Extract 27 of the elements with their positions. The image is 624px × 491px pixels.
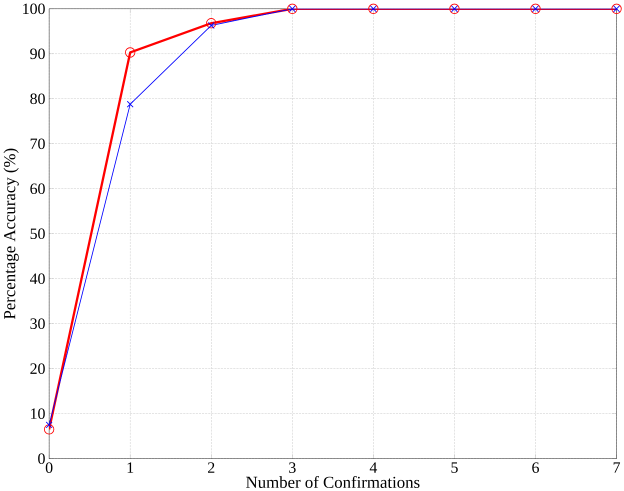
point — [208, 22, 215, 29]
x-axis-title: Number of Confirmations — [246, 476, 420, 488]
y-tick-label: 40 — [30, 273, 45, 284]
point — [46, 421, 53, 428]
x-tick-label: 1 — [128, 462, 134, 472]
y-tick-label: 0 — [38, 453, 45, 464]
x-tick-label: 6 — [532, 462, 539, 473]
x-tick-label: 0 — [46, 462, 52, 473]
y-tick-label: 10 — [31, 408, 45, 419]
x-tick-label: 2 — [208, 462, 214, 473]
x-tick-label: 3 — [289, 462, 296, 473]
y-tick-label: 80 — [30, 93, 45, 104]
y-tick-label: 100 — [23, 3, 45, 14]
y-tick-label: 20 — [30, 363, 45, 374]
point — [126, 100, 134, 108]
x-tick-label: 7 — [614, 462, 620, 472]
point — [44, 424, 54, 434]
y-tick-label: 70 — [30, 138, 45, 149]
x-tick-label: 4 — [370, 462, 378, 472]
y-axis-title: Percentage Accuracy (%) — [3, 148, 19, 319]
point — [125, 47, 136, 58]
x-tick-label: 5 — [451, 462, 458, 473]
y-tick-label: 90 — [30, 48, 45, 59]
y-tick-label: 50 — [30, 228, 45, 239]
y-tick-label: 60 — [30, 183, 45, 194]
point — [206, 18, 216, 28]
y-tick-label: 30 — [30, 318, 45, 329]
